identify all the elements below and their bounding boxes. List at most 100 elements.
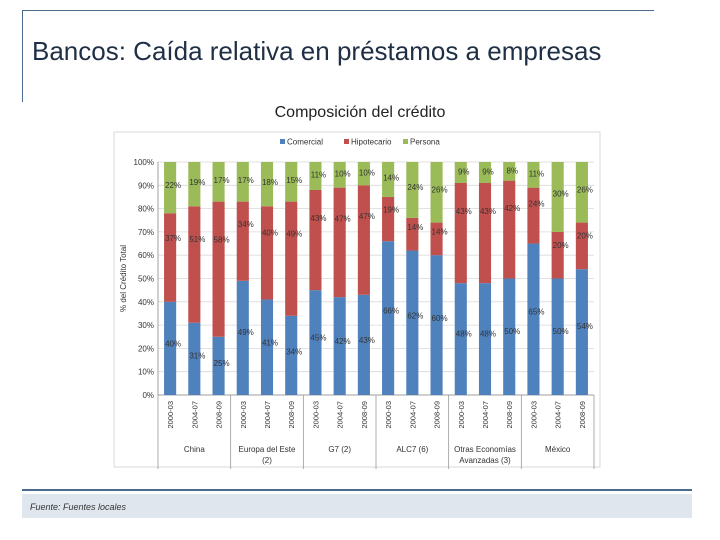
data-label-comercial: 65%: [528, 308, 544, 317]
group-label: Otras Economías Avanzadas (3): [454, 445, 516, 465]
bar-comercial: [551, 278, 564, 395]
bar-persona: [188, 162, 201, 207]
data-label-hipotecario: 47%: [335, 214, 351, 223]
bar-comercial: [188, 322, 201, 395]
bar-persona: [236, 162, 249, 202]
data-label-hipotecario: 14%: [432, 228, 448, 237]
data-label-comercial: 43%: [359, 336, 375, 345]
bar-hipotecario: [527, 187, 540, 244]
bar-comercial: [406, 250, 419, 395]
legend-swatch-hipotecario: [344, 139, 349, 144]
group-label: ALC7 (6): [396, 445, 428, 454]
bar-hipotecario: [430, 222, 443, 256]
bar-hipotecario: [454, 182, 467, 284]
bar-hipotecario: [575, 222, 588, 270]
data-label-persona: 17%: [238, 176, 254, 185]
bar-persona: [551, 162, 564, 232]
chart-title: Composición del crédito: [274, 104, 446, 121]
data-label-persona: 26%: [577, 185, 593, 194]
x-tick-label: 2004-07: [554, 401, 563, 429]
footer-bar: [22, 494, 692, 518]
bar-comercial: [382, 241, 395, 395]
data-label-persona: 10%: [359, 168, 375, 177]
data-label-comercial: 66%: [383, 306, 399, 315]
x-tick-label: 2000-03: [529, 401, 538, 429]
data-label-comercial: 50%: [504, 327, 520, 336]
bar-hipotecario: [164, 213, 177, 302]
bar-hipotecario: [212, 201, 225, 337]
data-label-comercial: 48%: [480, 329, 496, 338]
data-label-hipotecario: 51%: [189, 235, 205, 244]
bar-comercial: [575, 269, 588, 395]
x-tick-label: 2000-03: [384, 401, 393, 429]
bar-comercial: [236, 280, 249, 395]
bar-hipotecario: [236, 201, 249, 281]
data-label-persona: 8%: [506, 166, 518, 175]
group-label: G7 (2): [328, 445, 351, 454]
data-label-comercial: 49%: [238, 328, 254, 337]
x-tick-label: 2000-03: [166, 401, 175, 429]
bar-persona: [406, 162, 419, 218]
bar-comercial: [333, 297, 346, 395]
data-label-comercial: 31%: [189, 351, 205, 360]
data-label-persona: 11%: [529, 170, 544, 179]
data-label-hipotecario: 20%: [577, 232, 593, 241]
data-label-comercial: 40%: [165, 340, 181, 349]
title-frame-left: [22, 10, 23, 102]
data-label-persona: 10%: [335, 170, 351, 179]
x-tick-label: 2000-03: [239, 401, 248, 429]
bar-persona: [454, 162, 467, 183]
bar-hipotecario: [382, 196, 395, 242]
bar-comercial: [260, 299, 274, 395]
data-label-comercial: 42%: [335, 337, 351, 346]
bar-persona: [285, 162, 298, 202]
data-label-persona: 22%: [165, 181, 181, 190]
bar-hipotecario: [551, 231, 564, 279]
title-frame-top: [22, 10, 654, 11]
bar-comercial: [454, 283, 467, 395]
bar-persona: [503, 162, 516, 181]
x-tick-label: 2000-03: [311, 401, 320, 429]
bar-persona: [333, 162, 346, 188]
data-label-persona: 26%: [432, 185, 448, 194]
x-tick-label: 2008-09: [433, 401, 442, 429]
bar-persona: [260, 162, 274, 207]
bar-comercial: [527, 243, 540, 395]
bar-hipotecario: [260, 206, 274, 300]
data-label-persona: 30%: [553, 189, 569, 198]
x-tick-label: 2008-09: [578, 401, 587, 429]
data-label-hipotecario: 43%: [310, 214, 326, 223]
y-tick-label: 70%: [138, 228, 154, 237]
bar-comercial: [357, 294, 370, 395]
bar-hipotecario: [478, 182, 492, 284]
data-label-hipotecario: 49%: [286, 230, 302, 239]
x-tick-label: 2008-09: [287, 401, 296, 429]
data-label-hipotecario: 19%: [383, 205, 399, 214]
x-tick-label: 2004-07: [190, 401, 199, 429]
y-tick-label: 20%: [138, 344, 154, 353]
legend-swatch-persona: [403, 139, 408, 144]
x-tick-label: 2000-03: [457, 401, 466, 429]
data-label-persona: 11%: [311, 171, 326, 180]
data-label-persona: 9%: [482, 167, 494, 176]
data-label-hipotecario: 58%: [214, 235, 230, 244]
y-tick-label: 30%: [138, 321, 154, 330]
bar-hipotecario: [406, 217, 419, 251]
x-tick-label: 2008-09: [215, 401, 224, 429]
slide-title: Bancos: Caída relativa en préstamos a em…: [32, 36, 602, 66]
data-label-hipotecario: 20%: [553, 241, 569, 250]
bar-comercial: [164, 301, 177, 395]
data-label-comercial: 54%: [577, 322, 593, 331]
y-tick-label: 40%: [138, 298, 154, 307]
group-label: Europa del Este (2): [239, 445, 296, 465]
data-label-hipotecario: 47%: [359, 212, 375, 221]
bar-comercial: [285, 315, 298, 395]
data-label-persona: 24%: [407, 183, 423, 192]
data-label-hipotecario: 14%: [407, 223, 423, 232]
x-tick-label: 2004-07: [481, 401, 490, 429]
x-tick-label: 2004-07: [336, 401, 345, 429]
bar-persona: [575, 162, 588, 223]
data-label-hipotecario: 43%: [456, 207, 472, 216]
group-label: México: [545, 445, 571, 454]
data-label-persona: 19%: [189, 178, 205, 187]
